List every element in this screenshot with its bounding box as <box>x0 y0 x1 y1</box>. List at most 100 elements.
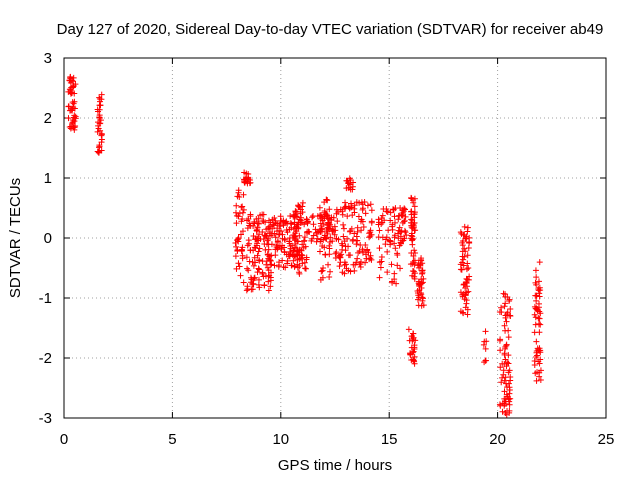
data-point <box>239 252 246 259</box>
data-point <box>501 350 508 357</box>
data-point <box>96 144 103 151</box>
data-point <box>292 241 299 248</box>
data-point <box>333 210 340 217</box>
data-point <box>269 225 276 232</box>
data-point <box>410 348 417 355</box>
data-point <box>301 265 308 272</box>
data-point <box>69 116 76 123</box>
data-point <box>384 208 391 215</box>
data-point <box>532 314 539 321</box>
data-point <box>462 291 469 298</box>
data-point <box>333 235 340 242</box>
data-point <box>355 213 362 220</box>
data-point <box>502 300 509 307</box>
data-point <box>359 248 366 255</box>
data-point <box>403 232 410 239</box>
data-point <box>401 217 408 224</box>
data-point <box>279 257 286 264</box>
data-point <box>411 227 418 234</box>
data-point <box>262 273 269 280</box>
data-point <box>407 350 414 357</box>
data-point <box>319 217 326 224</box>
data-point <box>391 270 398 277</box>
data-point <box>327 268 334 275</box>
data-point <box>389 226 396 233</box>
data-point <box>503 384 510 391</box>
data-point <box>392 245 399 252</box>
data-point <box>463 300 470 307</box>
data-point <box>459 259 466 266</box>
data-point <box>254 252 261 259</box>
data-point <box>362 242 369 249</box>
data-point <box>243 254 250 261</box>
data-point <box>353 199 360 206</box>
data-point <box>507 305 514 312</box>
data-point <box>465 264 472 271</box>
data-point <box>272 234 279 241</box>
data-point <box>534 352 541 359</box>
data-point <box>503 318 510 325</box>
data-point <box>310 221 317 228</box>
data-point <box>482 345 489 352</box>
data-point <box>368 218 375 225</box>
data-point <box>250 232 257 239</box>
data-point <box>281 249 288 256</box>
data-point <box>233 265 240 272</box>
data-point <box>498 379 505 386</box>
data-point <box>389 279 396 286</box>
data-point <box>254 220 261 227</box>
data-point <box>401 205 408 212</box>
data-point <box>390 206 397 213</box>
data-point <box>343 185 350 192</box>
data-point <box>98 91 105 98</box>
data-point <box>379 234 386 241</box>
data-point <box>533 338 540 345</box>
data-point <box>535 285 542 292</box>
data-point <box>251 244 258 251</box>
data-point <box>402 229 409 236</box>
data-point <box>501 377 508 384</box>
data-point <box>409 241 416 248</box>
data-point <box>324 230 331 237</box>
data-point <box>321 207 328 214</box>
data-point <box>297 210 304 217</box>
data-point <box>266 223 273 230</box>
data-point <box>281 237 288 244</box>
data-point <box>353 233 360 240</box>
data-point <box>291 213 298 220</box>
data-point <box>325 261 332 268</box>
data-point <box>324 197 331 204</box>
data-point <box>537 321 544 328</box>
data-point <box>507 312 514 319</box>
data-point <box>464 224 471 231</box>
data-point <box>265 236 272 243</box>
data-point <box>259 228 266 235</box>
data-point <box>338 240 345 247</box>
data-point <box>347 186 354 193</box>
data-point <box>98 147 105 154</box>
data-point <box>243 217 250 224</box>
data-point <box>459 253 466 260</box>
data-point <box>245 240 252 247</box>
data-point <box>244 283 251 290</box>
data-point <box>344 177 351 184</box>
data-point <box>342 243 349 250</box>
data-point <box>265 278 272 285</box>
data-point <box>316 204 323 211</box>
data-point <box>357 218 364 225</box>
data-point <box>234 248 241 255</box>
data-point <box>265 255 272 262</box>
data-point <box>499 408 506 415</box>
data-point <box>278 217 285 224</box>
data-point <box>275 231 282 238</box>
data-point <box>349 212 356 219</box>
data-point <box>245 216 252 223</box>
data-point <box>259 270 266 277</box>
data-point <box>334 218 341 225</box>
data-point <box>464 306 471 313</box>
data-point <box>364 202 371 209</box>
data-point <box>301 221 308 228</box>
data-points <box>65 73 544 418</box>
data-point <box>301 234 308 241</box>
data-point <box>265 287 272 294</box>
